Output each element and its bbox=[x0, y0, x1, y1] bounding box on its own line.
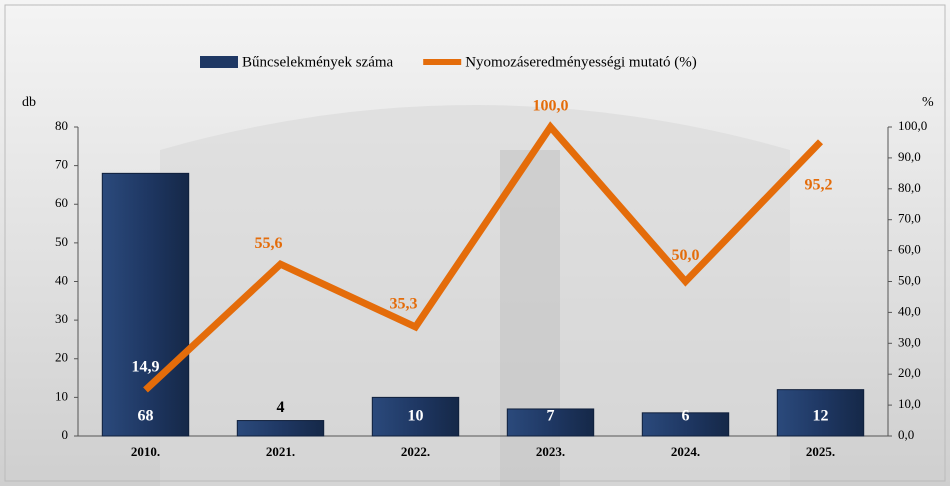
line-value-label: 50,0 bbox=[672, 247, 700, 264]
bar-value-label: 10 bbox=[408, 408, 424, 425]
y2-tick-label: 80,0 bbox=[898, 180, 921, 195]
y2-tick-label: 100,0 bbox=[898, 118, 927, 133]
y-tick-label: 0 bbox=[62, 427, 69, 442]
y-tick-label: 30 bbox=[55, 311, 68, 326]
bar-value-label: 68 bbox=[138, 408, 154, 425]
y-tick-label: 70 bbox=[55, 157, 68, 172]
x-tick-label: 2010. bbox=[131, 444, 160, 459]
bar bbox=[237, 421, 323, 436]
x-tick-label: 2025. bbox=[806, 444, 835, 459]
y-tick-label: 60 bbox=[55, 195, 68, 210]
y-tick-label: 20 bbox=[55, 350, 68, 365]
bar bbox=[102, 173, 188, 436]
legend-swatch bbox=[200, 56, 238, 68]
y2-tick-label: 10,0 bbox=[898, 396, 921, 411]
x-tick-label: 2024. bbox=[671, 444, 700, 459]
bar-value-label: 7 bbox=[547, 408, 555, 425]
legend-label: Nyomozáseredményességi mutató (%) bbox=[465, 54, 697, 70]
y2-tick-label: 0,0 bbox=[898, 427, 914, 442]
y-tick-label: 80 bbox=[55, 118, 68, 133]
bar-value-label: 12 bbox=[813, 408, 829, 425]
y-tick-label: 50 bbox=[55, 234, 68, 249]
y-axis-label: db bbox=[22, 95, 36, 110]
legend-label: Bűncselekmények száma bbox=[242, 54, 394, 70]
y2-axis-label: % bbox=[922, 95, 934, 110]
y2-tick-label: 50,0 bbox=[898, 272, 921, 287]
y-tick-label: 10 bbox=[55, 388, 68, 403]
y-tick-label: 40 bbox=[55, 272, 68, 287]
line-value-label: 14,9 bbox=[132, 359, 160, 376]
x-tick-label: 2022. bbox=[401, 444, 430, 459]
chart: db % 0 10 20 30 40 50 60 70 80 0,0 10,0 20,0 30,0 40,… bbox=[0, 0, 950, 486]
line-value-label: 35,3 bbox=[390, 296, 418, 313]
line-value-label: 55,6 bbox=[255, 235, 283, 252]
y2-tick-label: 20,0 bbox=[898, 365, 921, 380]
bar-value-label: 6 bbox=[682, 408, 690, 425]
y2-tick-label: 90,0 bbox=[898, 149, 921, 164]
y2-tick-label: 30,0 bbox=[898, 334, 921, 349]
y2-tick-label: 40,0 bbox=[898, 303, 921, 318]
y2-tick-label: 70,0 bbox=[898, 211, 921, 226]
x-tick-label: 2023. bbox=[536, 444, 565, 459]
bar-value-label: 4 bbox=[277, 399, 285, 416]
line-value-label: 95,2 bbox=[805, 177, 833, 194]
y2-tick-label: 60,0 bbox=[898, 242, 921, 257]
line-value-label: 100,0 bbox=[533, 98, 569, 115]
x-tick-label: 2021. bbox=[266, 444, 295, 459]
